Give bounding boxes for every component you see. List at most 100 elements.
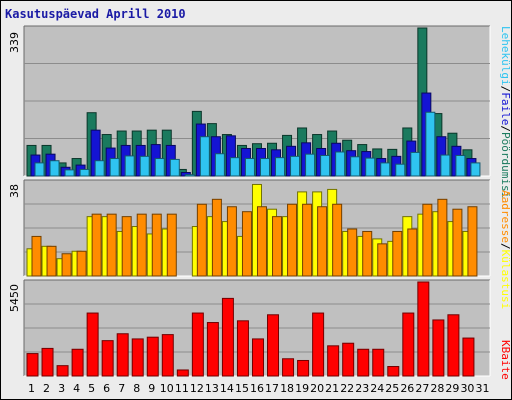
bar-kulastajad-6: [106, 213, 117, 277]
x-tick-label: 27: [415, 382, 429, 395]
bar-kbaite-13: [206, 322, 219, 377]
bar-kulastajad-1: [31, 235, 42, 277]
bar-failid-28: [440, 154, 451, 177]
bar-kulastajad-7: [121, 216, 132, 277]
bar-kbaite-18: [282, 358, 295, 377]
bar-kbaite-4: [71, 348, 84, 377]
bar-kbaite-2: [41, 347, 54, 377]
bar-failid-9: [154, 158, 165, 177]
bar-kulastajad-17: [272, 216, 283, 277]
bar-kulastajad-15: [241, 211, 252, 277]
bar-kulastajad-10: [166, 213, 177, 277]
bar-failid-8: [139, 155, 150, 177]
legend-bottom: KBaite: [499, 340, 512, 380]
bar-kbaite-5: [86, 312, 99, 377]
legend-top: Lehekülgi/Faile/Pöördumisi: [499, 26, 512, 198]
x-tick-label: 10: [160, 382, 174, 395]
chart-title: Kasutuspäevad Aprill 2010: [5, 7, 186, 21]
x-tick-label: 9: [148, 382, 155, 395]
legend-failid: Lehekülgi: [499, 26, 512, 86]
bar-failid-14: [229, 157, 240, 177]
bar-kbaite-19: [297, 359, 310, 377]
x-tick-label: 25: [385, 382, 399, 395]
bar-kulastajad-24: [377, 243, 388, 277]
bar-kbaite-29: [447, 314, 460, 377]
x-tick-label: 8: [133, 382, 140, 395]
legend-kulastajad: Aadresse: [499, 190, 512, 243]
bar-kbaite-17: [267, 314, 280, 377]
x-tick-label: 7: [118, 382, 125, 395]
bar-kulastajad-13: [211, 198, 222, 277]
bar-kbaite-6: [101, 340, 114, 377]
x-tick-label: 26: [400, 382, 414, 395]
y-max-label: 339: [8, 32, 21, 53]
bar-failid-4: [79, 168, 90, 177]
bar-kulastajad-25: [392, 230, 403, 277]
bar-kulastajad-14: [226, 206, 237, 277]
x-tick-label: 5: [88, 382, 95, 395]
bar-kbaite-26: [402, 312, 415, 377]
bar-kbaite-8: [131, 338, 144, 377]
x-tick-label: 21: [325, 382, 339, 395]
bar-failid-19: [305, 153, 316, 177]
bar-failid-21: [335, 151, 346, 177]
bar-kulastajad-12: [196, 203, 207, 277]
bar-failid-13: [214, 153, 225, 177]
legend-kulastused: Pöördumisi: [499, 132, 512, 198]
bar-kbaite-12: [191, 312, 204, 377]
x-tick-label: 13: [205, 382, 219, 395]
bar-failid-26: [410, 151, 421, 177]
legend-kbaite: KBaite: [499, 340, 512, 380]
bar-failid-22: [350, 156, 361, 177]
bar-failid-24: [380, 162, 391, 177]
bar-kulastajad-4: [76, 250, 87, 277]
bar-failid-15: [244, 158, 255, 177]
bar-kulastajad-8: [136, 213, 147, 277]
bar-failid-12: [199, 136, 210, 177]
x-tick-label: 24: [370, 382, 384, 395]
legend-middle: Aadresse/Külastusi: [499, 190, 512, 309]
bar-kbaite-14: [221, 297, 234, 377]
bar-failid-25: [395, 163, 406, 177]
x-tick-label: 15: [235, 382, 249, 395]
x-tick-label: 23: [355, 382, 369, 395]
x-tick-label: 29: [445, 382, 459, 395]
legend-lehekulgi: Faile: [499, 92, 512, 125]
bar-kbaite-25: [387, 366, 400, 377]
bar-kulastajad-23: [362, 230, 373, 277]
bar-failid-17: [275, 157, 286, 177]
bar-kulastajad-16: [256, 206, 267, 277]
bar-kulastajad-26: [407, 228, 418, 277]
x-tick-label: 1: [28, 382, 35, 395]
bar-kbaite-1: [26, 353, 39, 377]
bar-failid-6: [109, 158, 120, 177]
bar-kbaite-21: [327, 345, 340, 377]
bar-failid-20: [320, 154, 331, 177]
bar-kbaite-10: [161, 334, 174, 377]
bar-kulastajad-2: [46, 245, 57, 277]
bar-kbaite-28: [432, 319, 445, 377]
bar-failid-30: [470, 162, 481, 177]
bar-failid-10: [169, 158, 180, 177]
x-tick-label: 18: [280, 382, 294, 395]
bar-kbaite-16: [251, 338, 264, 377]
x-tick-label: 31: [475, 382, 489, 395]
x-tick-label: 2: [43, 382, 50, 395]
bar-kbaite-9: [146, 336, 159, 377]
bar-failid-16: [259, 158, 270, 177]
bar-kulastajad-9: [151, 213, 162, 277]
bar-kulastajad-30: [467, 206, 478, 277]
x-tick-label: 30: [460, 382, 474, 395]
x-tick-label: 3: [58, 382, 65, 395]
bar-failid-2: [49, 160, 60, 177]
x-tick-label: 14: [220, 382, 234, 395]
bar-kbaite-11: [176, 369, 189, 377]
bar-kulastajad-19: [302, 203, 313, 277]
bar-kulastajad-29: [452, 208, 463, 277]
bar-kbaite-22: [342, 342, 355, 377]
legend-kulastused_unikaalsed: Külastusi: [499, 250, 512, 310]
bar-kulastajad-27: [422, 203, 433, 277]
x-tick-label: 11: [175, 382, 189, 395]
bar-kulastajad-21: [332, 203, 343, 277]
